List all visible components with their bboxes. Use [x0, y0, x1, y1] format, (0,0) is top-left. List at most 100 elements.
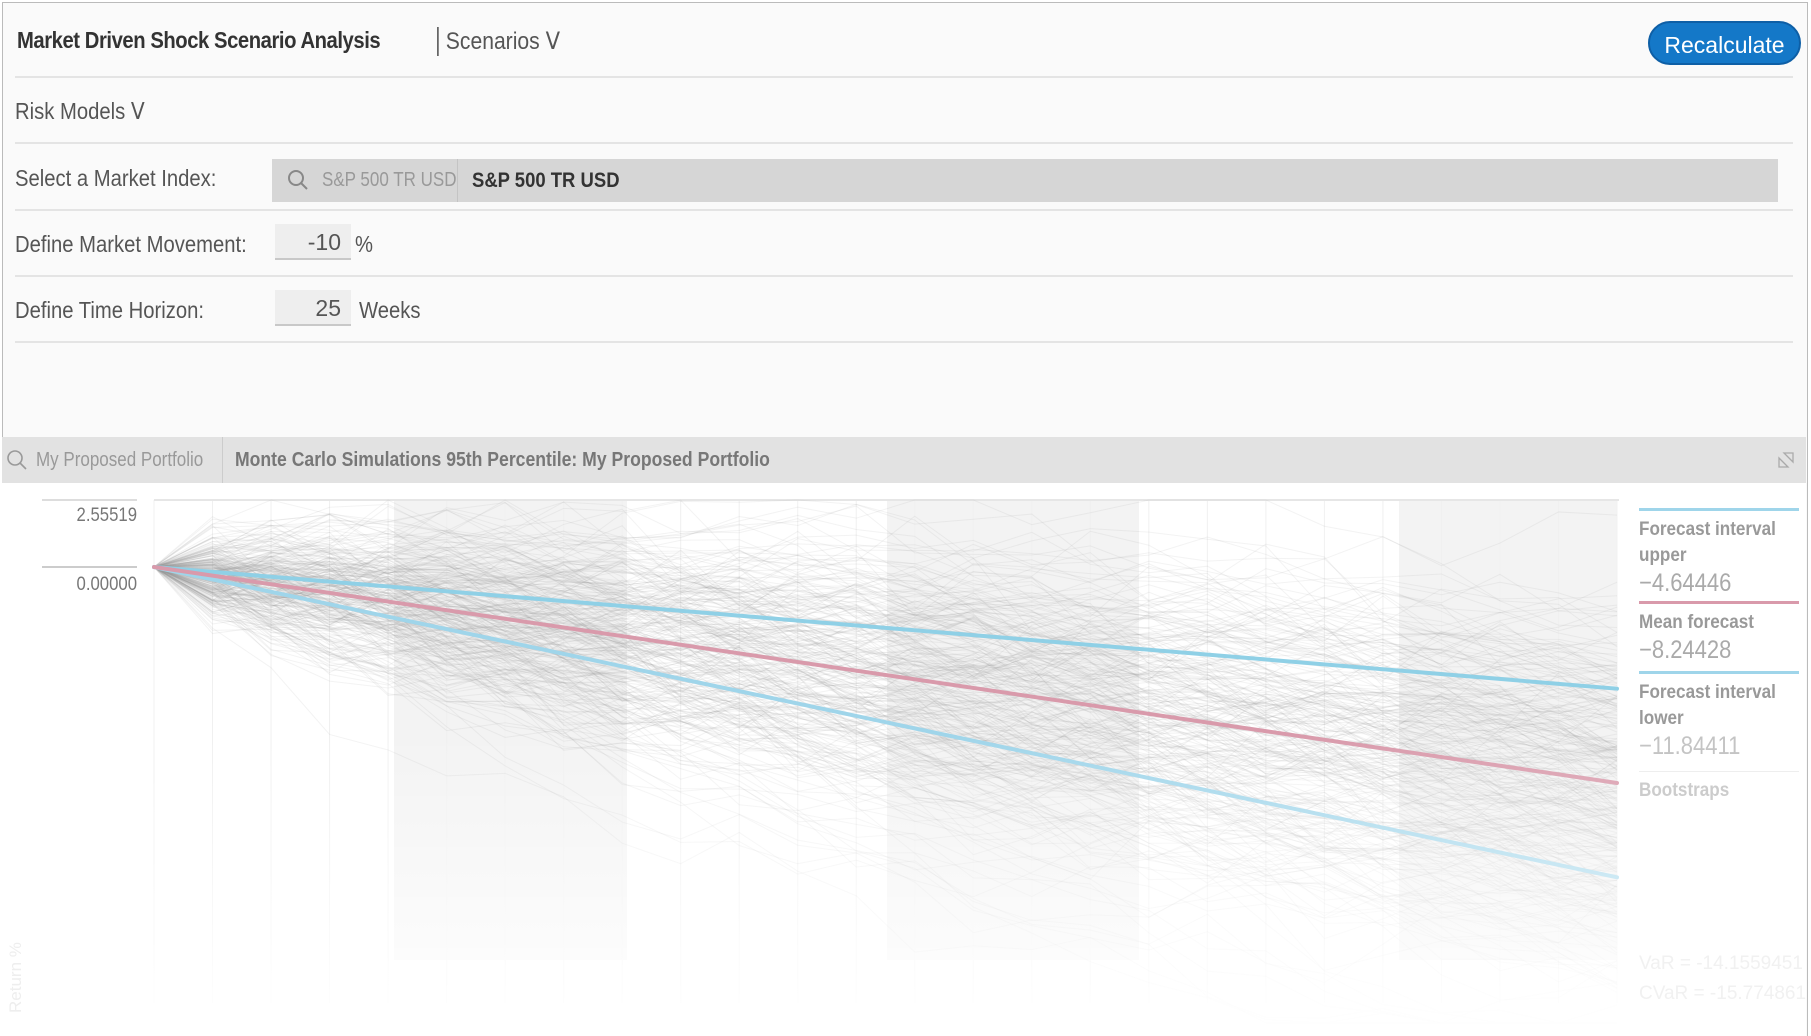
monte-carlo-chart	[2, 499, 1632, 1036]
bootstrap-path	[153, 557, 1618, 708]
bootstrap-path	[153, 566, 1618, 730]
bootstrap-path	[153, 561, 1618, 759]
bootstrap-path	[153, 516, 1618, 676]
bootstrap-path	[153, 554, 1618, 676]
market-movement-input[interactable]: -10	[275, 224, 351, 260]
chart-header: My Proposed Portfolio Monte Carlo Simula…	[2, 437, 1806, 483]
y-tick-label: 2.55519	[76, 505, 137, 526]
divider	[15, 76, 1793, 78]
bootstrap-path	[153, 566, 1618, 734]
legend-lower: Forecast interval lower −11.84411	[1639, 671, 1799, 761]
bootstrap-path	[153, 566, 1618, 785]
bootstrap-path	[153, 501, 1618, 655]
bootstrap-path	[153, 566, 1618, 789]
legend-mean: Mean forecast −8.24428	[1639, 601, 1799, 665]
legend-swatch	[1639, 601, 1799, 604]
legend-name: Bootstraps	[1639, 780, 1730, 801]
bootstrap-path	[153, 566, 1618, 771]
bootstrap-path	[153, 499, 1618, 582]
bootstrap-path	[153, 509, 1618, 749]
risk-models-dropdown[interactable]: Risk Models ᐯ	[15, 98, 145, 125]
bootstrap-path	[153, 566, 1618, 812]
bootstrap-path	[153, 562, 1618, 774]
bootstrap-path	[153, 505, 1618, 646]
bootstrap-path	[153, 565, 1618, 686]
bootstrap-path	[153, 562, 1618, 760]
bootstrap-path	[153, 502, 1618, 655]
portfolio-search-input[interactable]: My Proposed Portfolio	[2, 437, 223, 483]
bootstrap-path	[153, 535, 1618, 700]
search-icon	[7, 450, 27, 470]
time-horizon-input[interactable]: 25	[275, 290, 351, 326]
bootstrap-path	[153, 543, 1618, 709]
bootstrap-path	[153, 566, 1618, 769]
search-icon	[288, 170, 308, 190]
bootstrap-path	[153, 563, 1618, 751]
series-line-forecast-interval-upper	[152, 565, 1619, 691]
bootstrap-path	[153, 550, 1618, 746]
bootstrap-path	[153, 563, 1618, 668]
chevron-down-icon: ᐯ	[125, 98, 145, 124]
scenarios-dropdown[interactable]: Scenarios ᐯ	[437, 27, 560, 56]
expand-icon[interactable]	[1776, 450, 1796, 470]
bootstrap-path	[153, 515, 1618, 614]
fade-overlay	[2, 733, 1632, 1036]
recalculate-button[interactable]: Recalculate	[1648, 21, 1801, 65]
bootstrap-path	[153, 566, 1618, 776]
bootstrap-path	[153, 566, 1618, 743]
cvar-text: CVaR = -15.774861	[1639, 983, 1807, 1004]
bootstrap-path	[153, 528, 1618, 684]
bootstrap-path	[153, 560, 1618, 712]
bootstrap-path	[153, 566, 1618, 795]
bootstrap-path	[153, 541, 1618, 646]
chevron-down-icon: ᐯ	[539, 28, 561, 55]
bootstrap-path	[153, 542, 1618, 761]
bootstrap-path	[153, 544, 1618, 733]
market-index-search-input[interactable]: S&P 500 TR USD	[272, 159, 458, 202]
bootstrap-path	[153, 538, 1618, 747]
bootstrap-path	[153, 505, 1618, 707]
bootstrap-path	[153, 559, 1618, 729]
bootstrap-path	[153, 566, 1618, 810]
chart-title: Monte Carlo Simulations 95th Percentile:…	[235, 449, 770, 471]
bootstrap-path	[153, 566, 1618, 750]
bootstrap-path	[153, 559, 1618, 670]
bootstrap-path	[153, 566, 1618, 755]
risk-models-label: Risk Models	[15, 98, 126, 124]
bootstrap-path	[153, 566, 1618, 734]
legend-upper: Forecast interval upper −4.64446	[1639, 508, 1799, 598]
bootstrap-path	[153, 531, 1618, 715]
bootstrap-path	[153, 502, 1618, 762]
bootstrap-path	[153, 566, 1618, 729]
bootstrap-path	[153, 565, 1618, 803]
scenarios-label: Scenarios	[445, 28, 540, 55]
bootstrap-path	[153, 566, 1618, 752]
var-text: VaR = -14.1559451	[1639, 953, 1803, 974]
bootstrap-path	[153, 499, 1618, 612]
bootstrap-path	[153, 564, 1618, 767]
legend-value: −8.24428	[1639, 636, 1732, 664]
bootstrap-path	[153, 564, 1618, 888]
legend-bootstraps: Bootstraps	[1639, 771, 1799, 804]
page-title: Market Driven Shock Scenario Analysis	[17, 27, 381, 53]
bootstrap-path	[153, 566, 1618, 766]
bootstrap-path	[153, 566, 1618, 699]
market-index-selector[interactable]: S&P 500 TR USD S&P 500 TR USD	[272, 159, 1778, 202]
market-index-placeholder: S&P 500 TR USD	[322, 169, 457, 191]
bootstrap-path	[153, 566, 1618, 743]
bootstrap-path	[153, 566, 1618, 748]
bootstrap-path	[153, 499, 1618, 648]
legend-swatch	[1639, 671, 1799, 674]
bootstrap-path	[153, 549, 1618, 727]
bootstrap-path	[153, 564, 1618, 839]
bootstrap-path	[153, 561, 1618, 717]
bootstrap-path	[153, 532, 1618, 634]
time-horizon-label: Define Time Horizon:	[15, 297, 204, 323]
time-horizon-unit: Weeks	[359, 297, 421, 323]
bootstrap-path	[153, 514, 1618, 753]
bootstrap-path	[153, 564, 1618, 729]
bootstrap-path	[153, 550, 1618, 723]
bootstrap-path	[153, 566, 1618, 813]
bootstrap-path	[153, 566, 1618, 734]
y-axis-label: Return %	[6, 942, 25, 1013]
